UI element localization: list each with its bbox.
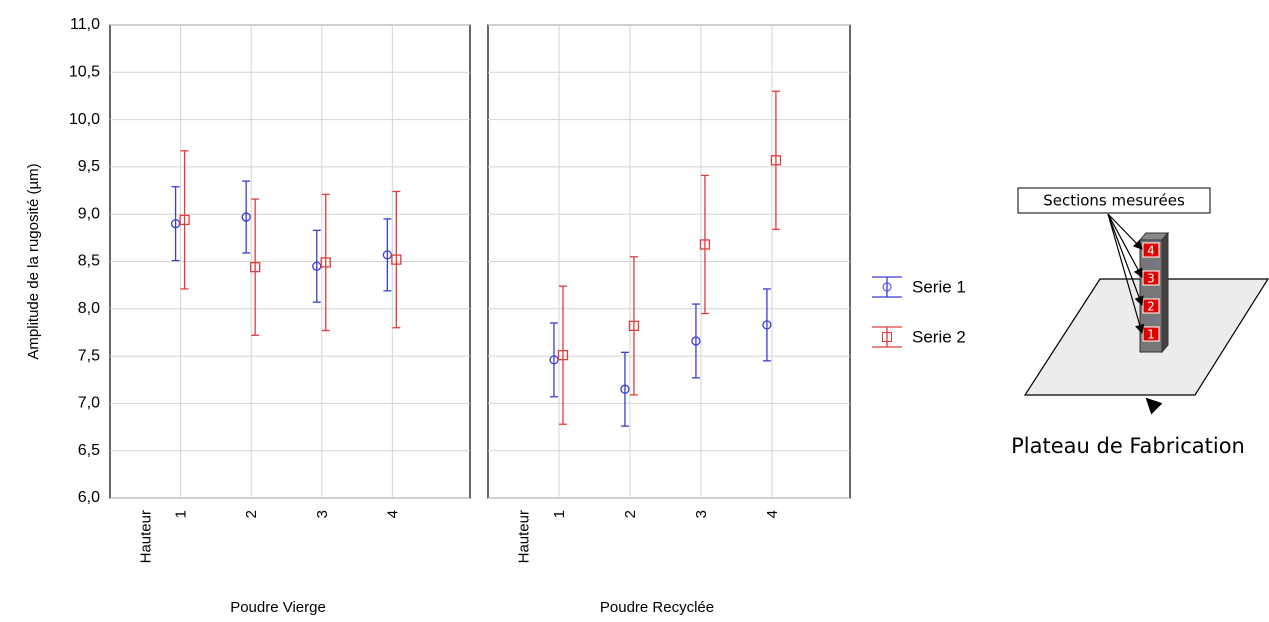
section-box: [1142, 270, 1160, 286]
error-bar: [312, 229, 321, 303]
y-tick-label: 8,0: [78, 300, 100, 317]
plate-label: Plateau de Fabrication: [1011, 434, 1245, 458]
y-tick-label: 6,5: [78, 442, 100, 459]
x-tick-label: 4: [764, 510, 781, 518]
y-tick-label: 11,0: [70, 16, 100, 33]
legend-marker: [882, 282, 892, 292]
section-arrow: [1107, 213, 1145, 335]
marker-square: [770, 155, 782, 166]
x-axis-label: Hauteur: [515, 510, 532, 563]
legend-marker: [882, 332, 892, 342]
error-bar: [383, 218, 392, 292]
error-bar: [251, 198, 260, 336]
x-tick-label: 3: [693, 510, 710, 518]
x-tick-label: 1: [551, 510, 568, 518]
error-bar: [558, 285, 567, 425]
marker-circle: [691, 336, 701, 346]
marker-circle: [620, 384, 630, 394]
error-bar: [691, 303, 700, 379]
x-axis-title: Poudre Vierge: [230, 599, 326, 616]
error-bar: [629, 256, 638, 396]
y-tick-label: 7,5: [78, 347, 100, 364]
callout-text: Sections mesurées: [1043, 192, 1185, 210]
error-bar: [549, 322, 558, 398]
error-bar: [180, 150, 189, 290]
section-label: 1: [1147, 328, 1155, 342]
section-arrow: [1107, 213, 1143, 250]
x-axis-title: Poudre Recyclée: [600, 599, 714, 616]
diagram: Sections mesurées Plateau de Fabrication…: [1011, 187, 1269, 458]
x-axis-label: Hauteur: [137, 510, 154, 563]
y-tick-label: 9,0: [78, 205, 100, 222]
error-bar: [171, 186, 180, 262]
legend-label: Serie 1: [912, 277, 966, 296]
y-tick-label: 10,0: [69, 111, 100, 128]
y-tick-label: 6,0: [78, 489, 100, 506]
y-tick-label: 7,0: [78, 395, 100, 412]
x-tick-label: 4: [384, 510, 401, 518]
marker-square: [179, 214, 190, 226]
marker-square: [391, 254, 402, 265]
marker-square: [699, 239, 711, 250]
section-arrow: [1107, 213, 1143, 279]
marker-square: [320, 257, 331, 268]
y-tick-label: 8,5: [78, 253, 100, 270]
section-arrow: [1107, 213, 1144, 307]
column-side: [1161, 231, 1169, 354]
error-bar: [242, 180, 251, 254]
legend-label: Serie 2: [912, 327, 966, 346]
marker-circle: [241, 212, 251, 222]
error-bar: [700, 174, 709, 315]
marker-circle: [762, 320, 772, 330]
error-bar: [392, 190, 401, 329]
error-bar: [762, 288, 771, 362]
x-tick-label: 3: [314, 510, 331, 518]
x-tick-label: 2: [243, 510, 260, 518]
callout-box: [1017, 187, 1211, 214]
y-axis-title: Amplitude de la rugosité (µm): [25, 163, 42, 359]
plate-arrow: [1145, 397, 1163, 415]
section-label: 4: [1147, 244, 1155, 258]
section-box: [1142, 242, 1160, 258]
marker-square: [250, 262, 261, 273]
section-label: 2: [1147, 300, 1155, 314]
marker-square: [628, 320, 640, 331]
section-label: 3: [1147, 272, 1155, 286]
y-tick-label: 10,5: [69, 64, 100, 81]
error-bar: [620, 351, 629, 427]
error-bar: [321, 193, 330, 332]
marker-square: [557, 350, 569, 361]
x-tick-label: 2: [622, 510, 639, 518]
y-tick-label: 9,5: [78, 158, 100, 175]
error-bar: [771, 90, 780, 230]
x-tick-label: 1: [173, 510, 190, 518]
